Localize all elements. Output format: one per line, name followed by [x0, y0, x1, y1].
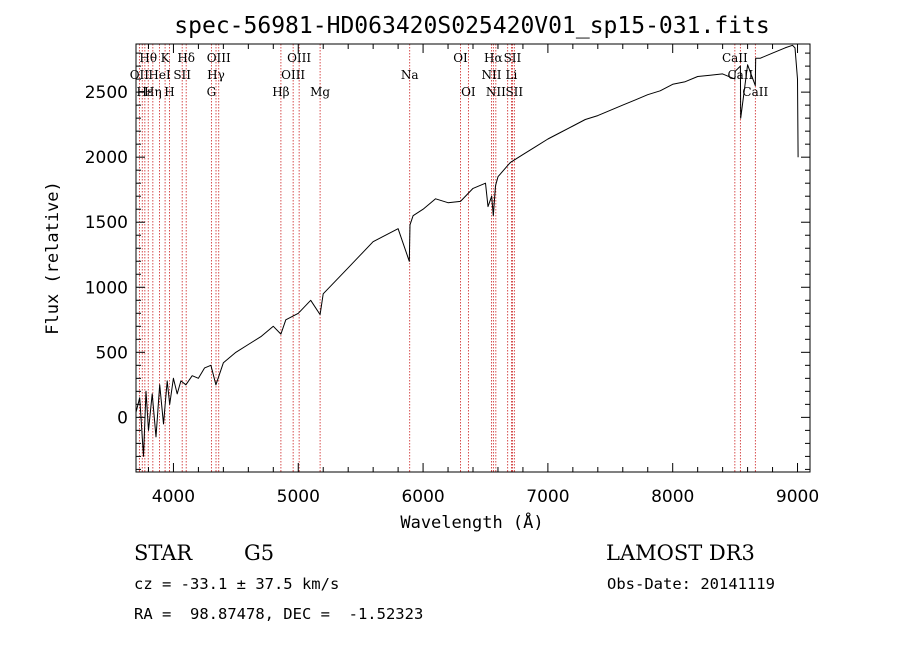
line-label: OI: [453, 51, 468, 65]
line-label: OIII: [281, 68, 305, 82]
line-label: K: [161, 51, 171, 65]
survey-name: LAMOST DR3: [606, 541, 755, 565]
line-label: Hβ: [272, 85, 289, 99]
chart-title: spec-56981-HD063420S025420V01_sp15-031.f…: [174, 13, 769, 39]
line-label: SII: [504, 51, 522, 65]
line-label: HeI: [148, 68, 171, 82]
spectral-line-markers: [138, 44, 756, 472]
x-tick-label: 4000: [152, 487, 195, 507]
observation-date: Obs-Date: 20141119: [607, 575, 775, 593]
line-label: NII: [481, 68, 501, 82]
spectral-subclass: G5: [244, 541, 274, 565]
y-tick-label: 2500: [85, 83, 128, 103]
line-label: OIII: [207, 51, 231, 65]
x-axis-ticks: 4000 5000 6000 7000 8000 9000: [147, 44, 819, 507]
object-class: STAR: [134, 541, 193, 565]
x-tick-label: 5000: [277, 487, 320, 507]
line-label: NII: [486, 85, 506, 99]
line-label: G: [207, 85, 217, 99]
coordinates-info: RA = 98.87478, DEC = -1.52323: [134, 605, 423, 623]
y-tick-label: 1500: [85, 213, 128, 233]
line-label: SII: [505, 85, 523, 99]
y-axis-label: Flux (relative): [43, 181, 63, 335]
line-label: SII: [173, 68, 191, 82]
y-tick-label: 500: [96, 343, 128, 363]
x-tick-label: 9000: [776, 487, 819, 507]
line-label: Hη: [144, 85, 162, 99]
y-axis-ticks: 0 500 1000 1500 2000 2500: [85, 52, 810, 470]
line-label: OI: [461, 85, 476, 99]
line-label: Hδ: [177, 51, 195, 65]
line-label: Hθ: [139, 51, 157, 65]
line-label: H: [164, 85, 174, 99]
line-label: Hγ: [207, 68, 225, 82]
y-tick-label: 2000: [85, 148, 128, 168]
x-tick-label: 8000: [651, 487, 694, 507]
y-tick-label: 1000: [85, 278, 128, 298]
line-label: CaII: [722, 51, 748, 65]
line-label: Hα: [484, 51, 503, 65]
line-label: Na: [401, 68, 419, 82]
redshift-info: cz = -33.1 ± 37.5 km/s: [134, 575, 339, 593]
line-label: Mg: [310, 85, 330, 99]
spectrum-line: [135, 44, 799, 457]
line-label: OII: [130, 68, 150, 82]
x-axis-label: Wavelength (Å): [400, 511, 543, 533]
line-label: Li: [506, 68, 518, 82]
spectrum-series: [135, 44, 799, 457]
line-label: CaII: [742, 85, 768, 99]
x-tick-label: 6000: [401, 487, 444, 507]
y-tick-label: 0: [117, 408, 128, 428]
line-label: OIII: [287, 51, 311, 65]
x-tick-label: 7000: [526, 487, 569, 507]
